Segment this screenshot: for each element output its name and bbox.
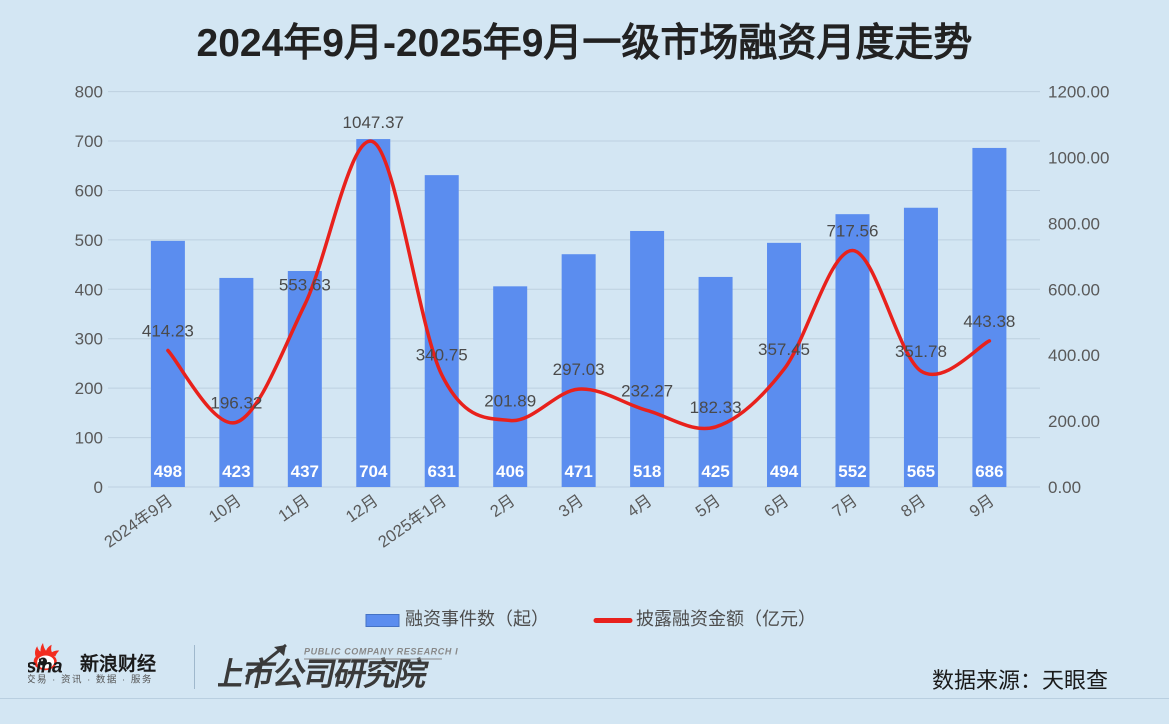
- svg-text:10月: 10月: [206, 492, 245, 527]
- svg-text:11月: 11月: [275, 492, 313, 526]
- svg-text:交易 · 资讯 · 数据 · 服务: 交易 · 资讯 · 数据 · 服务: [28, 673, 153, 685]
- svg-text:471: 471: [564, 462, 592, 481]
- svg-text:100: 100: [75, 429, 103, 448]
- svg-text:552: 552: [838, 462, 866, 481]
- svg-text:518: 518: [633, 462, 661, 481]
- svg-text:351.78: 351.78: [895, 342, 947, 361]
- svg-text:717.56: 717.56: [826, 222, 878, 241]
- svg-text:1000.00: 1000.00: [1048, 149, 1109, 168]
- svg-text:8月: 8月: [898, 492, 929, 521]
- svg-text:7月: 7月: [829, 492, 860, 521]
- svg-text:800.00: 800.00: [1048, 214, 1100, 233]
- svg-text:631: 631: [428, 462, 456, 481]
- svg-text:494: 494: [770, 462, 799, 481]
- svg-text:200: 200: [75, 379, 103, 398]
- svg-text:2月: 2月: [487, 492, 518, 521]
- svg-text:340.75: 340.75: [416, 346, 468, 365]
- svg-text:498: 498: [154, 462, 182, 481]
- svg-text:201.89: 201.89: [484, 391, 536, 410]
- svg-text:0.00: 0.00: [1048, 478, 1081, 497]
- svg-text:300: 300: [75, 330, 103, 349]
- svg-text:700: 700: [75, 132, 103, 151]
- svg-text:1200.00: 1200.00: [1048, 83, 1109, 102]
- svg-text:414.23: 414.23: [142, 322, 194, 341]
- svg-text:0: 0: [94, 478, 103, 497]
- svg-text:披露融资金额（亿元）: 披露融资金额（亿元）: [636, 609, 816, 629]
- svg-text:600.00: 600.00: [1048, 280, 1100, 299]
- svg-text:553.63: 553.63: [279, 276, 331, 295]
- svg-text:196.32: 196.32: [210, 393, 262, 412]
- svg-text:443.38: 443.38: [963, 312, 1015, 331]
- svg-text:200.00: 200.00: [1048, 412, 1100, 431]
- svg-text:9月: 9月: [966, 492, 997, 521]
- svg-text:5月: 5月: [692, 492, 723, 521]
- svg-text:3月: 3月: [556, 492, 587, 521]
- svg-text:182.33: 182.33: [690, 398, 742, 417]
- svg-text:1047.37: 1047.37: [343, 113, 404, 132]
- svg-text:406: 406: [496, 462, 524, 481]
- svg-text:融资事件数（起）: 融资事件数（起）: [405, 609, 549, 629]
- svg-text:12月: 12月: [343, 492, 382, 527]
- svg-text:232.27: 232.27: [621, 381, 673, 400]
- svg-text:297.03: 297.03: [553, 360, 605, 379]
- svg-text:400: 400: [75, 280, 103, 299]
- svg-text:PUBLIC COMPANY RESEARCH INSTIT: PUBLIC COMPANY RESEARCH INSTITUTE: [304, 647, 458, 657]
- svg-text:425: 425: [701, 462, 729, 481]
- svg-text:2024年9月: 2024年9月: [101, 491, 177, 552]
- svg-text:500: 500: [75, 231, 103, 250]
- svg-text:600: 600: [75, 181, 103, 200]
- svg-text:565: 565: [907, 462, 935, 481]
- svg-text:2025年1月: 2025年1月: [375, 491, 451, 552]
- svg-text:357.45: 357.45: [758, 340, 810, 359]
- svg-text:新浪财经: 新浪财经: [80, 652, 156, 675]
- svg-text:4月: 4月: [624, 492, 655, 521]
- svg-text:400.00: 400.00: [1048, 346, 1100, 365]
- svg-text:6月: 6月: [761, 492, 792, 521]
- svg-text:800: 800: [75, 83, 103, 102]
- svg-text:423: 423: [222, 462, 250, 481]
- svg-text:704: 704: [359, 462, 388, 481]
- svg-text:437: 437: [291, 462, 319, 481]
- svg-text:686: 686: [975, 462, 1003, 481]
